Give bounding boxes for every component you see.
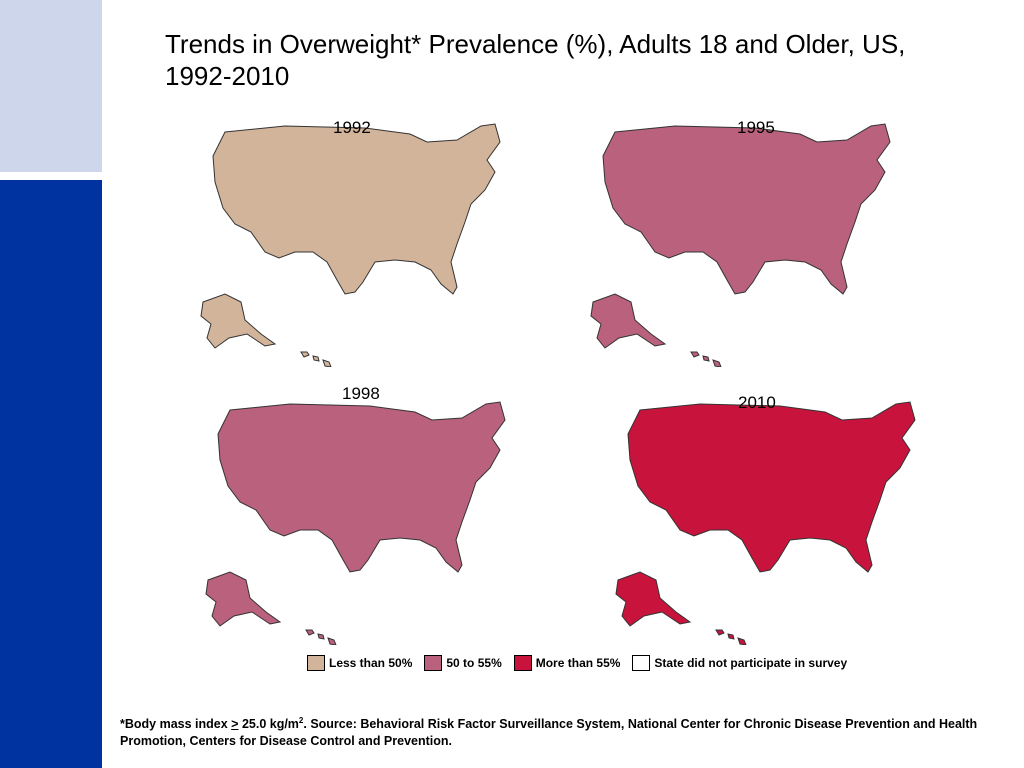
map-1995 xyxy=(585,112,905,367)
slide-title: Trends in Overweight* Prevalence (%), Ad… xyxy=(165,29,906,91)
us-mainland-shape xyxy=(602,123,891,295)
legend-item-less-than-50: Less than 50% xyxy=(307,655,412,671)
us-mainland-shape xyxy=(627,401,916,573)
map-1998 xyxy=(200,390,520,645)
us-mainland-shape xyxy=(212,123,501,295)
legend-label: 50 to 55% xyxy=(446,656,502,670)
map-2010 xyxy=(610,390,930,645)
sidebar-dark-block xyxy=(0,180,102,768)
footnote-value: 25.0 kg/m xyxy=(238,717,299,732)
us-mainland-shape xyxy=(217,401,506,573)
alaska-shape xyxy=(200,293,277,349)
alaska-shape xyxy=(205,571,282,627)
legend-item-50-to-55: 50 to 55% xyxy=(424,655,502,671)
legend-item-did-not-participate: State did not participate in survey xyxy=(632,655,847,671)
hawaii-shape xyxy=(300,351,332,367)
footnote-superscript: 2 xyxy=(298,716,304,725)
legend-label: Less than 50% xyxy=(329,656,413,670)
legend-item-more-than-55: More than 55% xyxy=(513,655,621,671)
footnote: *Body mass index > 25.0 kg/m2. Source: B… xyxy=(120,712,1000,750)
year-label-1998: 1998 xyxy=(342,384,380,403)
year-label-1995: 1995 xyxy=(737,118,775,137)
sidebar-light-block xyxy=(0,0,102,172)
footnote-gte-symbol: > xyxy=(231,717,239,732)
legend: Less than 50% 50 to 55% More than 55% St… xyxy=(307,655,859,671)
legend-swatch xyxy=(307,655,325,671)
alaska-shape xyxy=(615,571,692,627)
hawaii-shape xyxy=(715,629,747,645)
year-label-2010: 2010 xyxy=(738,393,776,412)
hawaii-shape xyxy=(305,629,337,645)
footnote-prefix: *Body mass index xyxy=(120,717,232,732)
legend-swatch xyxy=(632,655,651,671)
map-1992 xyxy=(195,112,515,367)
legend-swatch xyxy=(513,655,532,671)
legend-label: State did not participate in survey xyxy=(654,656,848,670)
footnote-source: . Source: Behavioral Risk Factor Surveil… xyxy=(120,717,978,749)
year-label-1992: 1992 xyxy=(333,118,371,137)
hawaii-shape xyxy=(690,351,722,367)
alaska-shape xyxy=(590,293,667,349)
legend-swatch xyxy=(424,655,443,671)
legend-label: More than 55% xyxy=(535,656,621,670)
